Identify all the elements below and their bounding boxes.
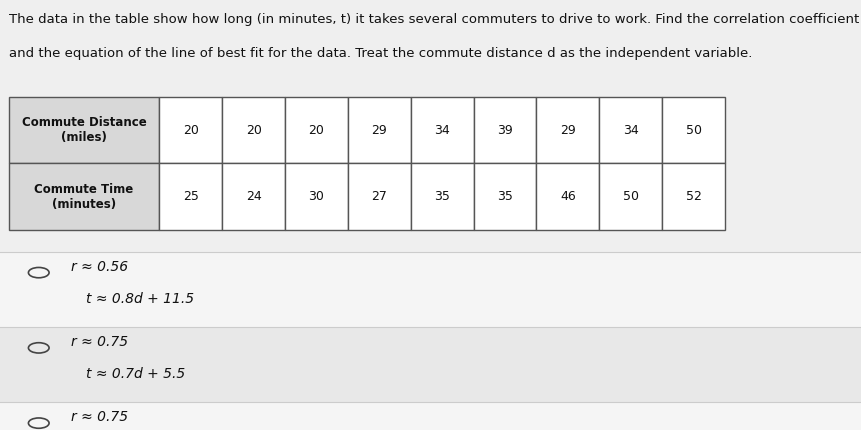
- Text: 27: 27: [371, 190, 387, 203]
- Bar: [536, 163, 599, 230]
- Bar: [285, 163, 348, 230]
- Text: 24: 24: [245, 190, 262, 203]
- Text: r ≈ 0.56: r ≈ 0.56: [71, 260, 127, 273]
- Bar: [536, 97, 599, 163]
- Bar: [222, 97, 285, 163]
- Text: 25: 25: [183, 190, 199, 203]
- Bar: [599, 163, 662, 230]
- Bar: [285, 97, 348, 163]
- Bar: [599, 97, 662, 163]
- Bar: [348, 97, 411, 163]
- Text: t ≈ 0.8d + 11.5: t ≈ 0.8d + 11.5: [86, 292, 195, 306]
- Text: 46: 46: [560, 190, 576, 203]
- Text: Commute Time
(minutes): Commute Time (minutes): [34, 183, 133, 211]
- Bar: [159, 97, 222, 163]
- Bar: [411, 97, 474, 163]
- Text: 50: 50: [685, 123, 702, 137]
- Bar: [348, 163, 411, 230]
- Bar: [0, 252, 861, 327]
- Text: 34: 34: [623, 123, 639, 137]
- Bar: [0, 327, 861, 402]
- Text: 20: 20: [308, 123, 325, 137]
- Bar: [159, 163, 222, 230]
- Text: 35: 35: [497, 190, 513, 203]
- Text: 20: 20: [183, 123, 199, 137]
- Text: and the equation of the line of best fit for the data. Treat the commute distanc: and the equation of the line of best fit…: [9, 47, 752, 60]
- Text: 35: 35: [434, 190, 450, 203]
- Bar: [222, 163, 285, 230]
- Text: r ≈ 0.75: r ≈ 0.75: [71, 410, 127, 424]
- Text: 52: 52: [685, 190, 702, 203]
- Bar: [0, 402, 861, 430]
- Text: 39: 39: [497, 123, 513, 137]
- Text: 29: 29: [560, 123, 576, 137]
- Bar: [474, 163, 536, 230]
- Bar: [9, 97, 159, 163]
- Text: 20: 20: [245, 123, 262, 137]
- Text: r ≈ 0.75: r ≈ 0.75: [71, 335, 127, 349]
- Text: 50: 50: [623, 190, 639, 203]
- Text: 34: 34: [434, 123, 450, 137]
- Bar: [474, 97, 536, 163]
- Text: Commute Distance
(miles): Commute Distance (miles): [22, 116, 146, 144]
- Text: The data in the table show how long (in minutes, t) it takes several commuters t: The data in the table show how long (in …: [9, 13, 859, 26]
- Bar: [662, 97, 725, 163]
- Bar: [9, 163, 159, 230]
- Bar: [662, 163, 725, 230]
- Text: 29: 29: [371, 123, 387, 137]
- Text: t ≈ 0.7d + 5.5: t ≈ 0.7d + 5.5: [86, 367, 185, 381]
- Text: 30: 30: [308, 190, 325, 203]
- Bar: [411, 163, 474, 230]
